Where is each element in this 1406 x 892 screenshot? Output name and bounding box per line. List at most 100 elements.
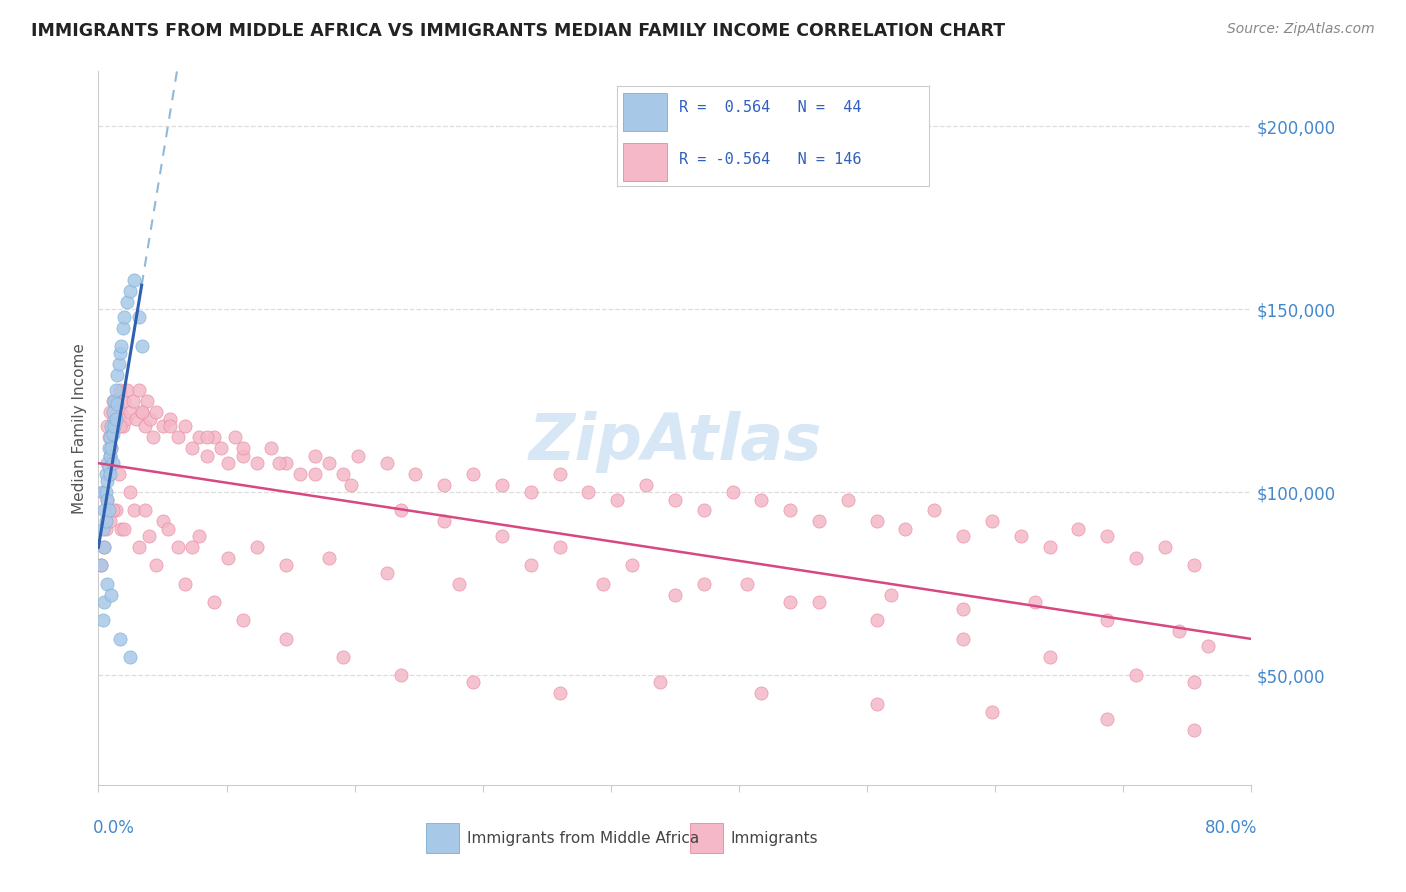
Point — [96, 419, 118, 434]
Point — [120, 649, 142, 664]
Point — [97, 430, 120, 444]
Point — [152, 419, 174, 434]
Point — [1039, 540, 1062, 554]
Text: 0.0%: 0.0% — [93, 819, 135, 837]
Point — [103, 419, 125, 434]
Point — [952, 632, 974, 646]
Point — [128, 310, 150, 324]
Point — [114, 412, 136, 426]
Point — [224, 430, 246, 444]
Point — [636, 478, 658, 492]
Point — [136, 393, 159, 408]
Point — [101, 393, 124, 408]
Point — [231, 442, 254, 456]
Point — [107, 357, 129, 371]
Point — [145, 405, 167, 419]
Point — [97, 503, 120, 517]
Point — [304, 467, 326, 481]
Point — [548, 540, 571, 554]
Point — [1182, 675, 1205, 690]
Point — [981, 515, 1004, 529]
Point — [894, 522, 917, 536]
Point — [100, 442, 122, 456]
Point — [128, 383, 150, 397]
Point — [93, 540, 115, 554]
Point — [202, 430, 225, 444]
Point — [339, 478, 361, 492]
Point — [120, 485, 142, 500]
Point — [260, 442, 283, 456]
Point — [105, 368, 128, 383]
Point — [100, 588, 122, 602]
Point — [1039, 649, 1062, 664]
Point — [142, 430, 165, 444]
Point — [304, 449, 326, 463]
Point — [93, 503, 115, 517]
Point — [866, 613, 889, 627]
Point — [98, 405, 121, 419]
Point — [90, 558, 112, 573]
Point — [779, 595, 801, 609]
Point — [98, 467, 121, 481]
Point — [131, 339, 153, 353]
Point — [202, 595, 225, 609]
Point — [97, 459, 120, 474]
Point — [195, 449, 218, 463]
Point — [100, 442, 122, 456]
Point — [101, 426, 124, 441]
Point — [124, 273, 146, 287]
Point — [110, 339, 132, 353]
Point — [96, 492, 118, 507]
Point — [866, 515, 889, 529]
Text: 80.0%: 80.0% — [1205, 819, 1257, 837]
Point — [837, 492, 859, 507]
Point — [332, 467, 354, 481]
Point — [120, 284, 142, 298]
Point — [274, 558, 297, 573]
Point — [134, 503, 156, 517]
Point — [103, 412, 125, 426]
Point — [91, 485, 114, 500]
Point — [101, 456, 124, 470]
Point — [159, 419, 181, 434]
Point — [94, 522, 117, 536]
Point — [1097, 529, 1119, 543]
Point — [105, 397, 128, 411]
Point — [1097, 613, 1119, 627]
Point — [96, 492, 118, 507]
Point — [290, 467, 312, 481]
Point — [91, 522, 114, 536]
Point — [110, 405, 132, 419]
Point — [491, 478, 513, 492]
Point — [124, 503, 146, 517]
Point — [94, 485, 117, 500]
Point — [181, 442, 204, 456]
Point — [188, 529, 211, 543]
Point — [267, 456, 290, 470]
Point — [125, 412, 148, 426]
Point — [101, 503, 124, 517]
Point — [91, 613, 114, 627]
Point — [548, 467, 571, 481]
Point — [346, 449, 368, 463]
Point — [433, 515, 456, 529]
Point — [246, 540, 269, 554]
Point — [195, 430, 218, 444]
Point — [433, 478, 456, 492]
Point — [108, 419, 131, 434]
Point — [94, 467, 117, 481]
Point — [217, 551, 239, 566]
Point — [96, 576, 118, 591]
Point — [231, 613, 254, 627]
Point — [111, 419, 134, 434]
Point — [91, 485, 114, 500]
Point — [318, 551, 340, 566]
Point — [107, 467, 129, 481]
Point — [166, 540, 188, 554]
Point — [751, 686, 773, 700]
Point — [209, 442, 232, 456]
Point — [389, 668, 412, 682]
Point — [98, 449, 121, 463]
Point — [104, 503, 127, 517]
Point — [1197, 639, 1219, 653]
